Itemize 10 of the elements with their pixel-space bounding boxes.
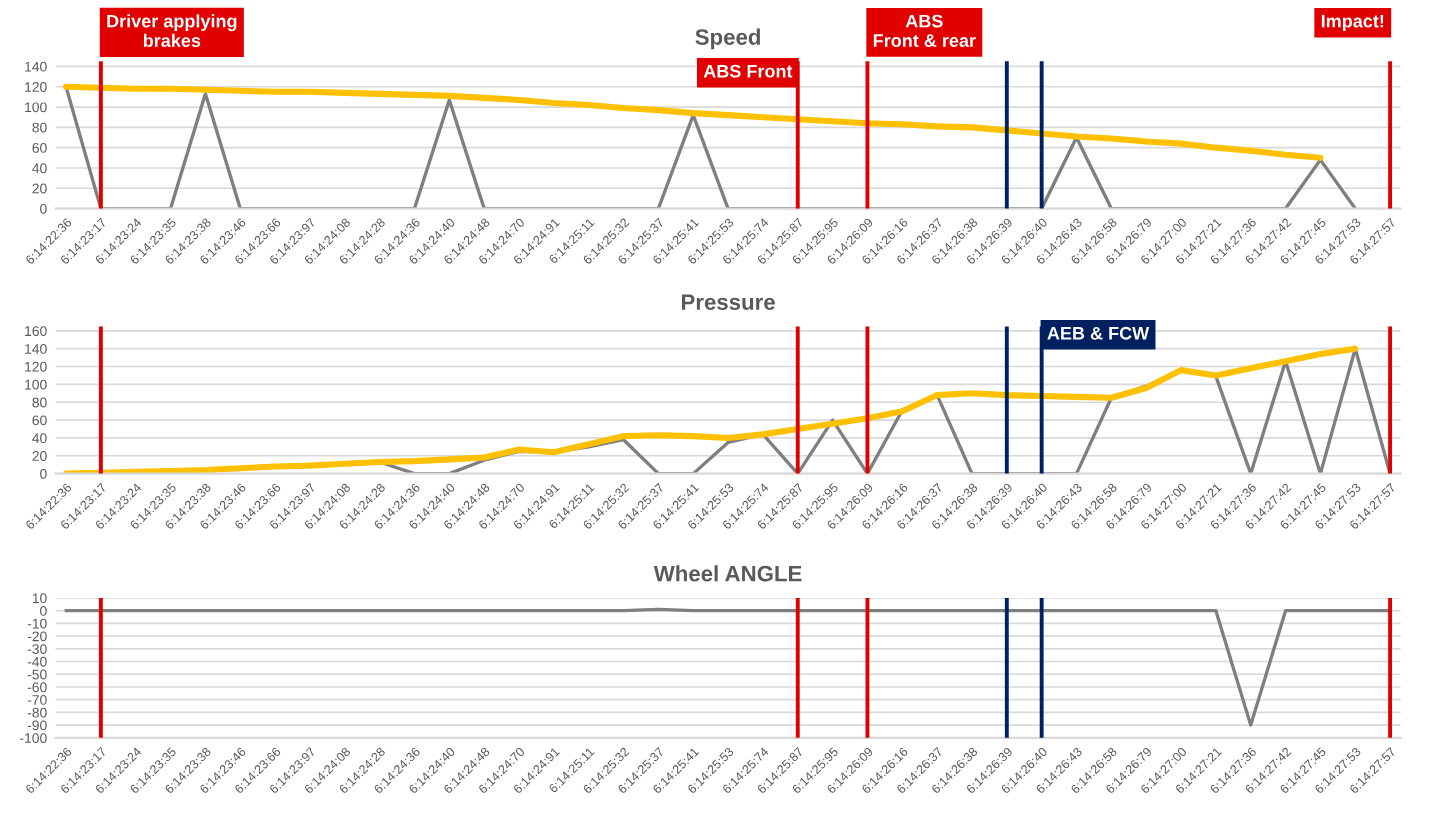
line-series	[62, 83, 1324, 161]
line-series	[62, 345, 1359, 474]
ref-line-label: ABS Front & rear	[873, 14, 976, 47]
ref-line-label: Driver applying brakes	[107, 14, 237, 48]
chart-title: Pressure	[681, 294, 775, 310]
chart-title: Speed	[695, 28, 760, 50]
ref-line-label: AEB & FCW	[1047, 326, 1150, 340]
ref-line-label: Impact!	[1321, 14, 1384, 32]
ref-line-label: ABS Front	[703, 64, 793, 78]
chart-title: Wheel ANGLE	[653, 565, 802, 582]
